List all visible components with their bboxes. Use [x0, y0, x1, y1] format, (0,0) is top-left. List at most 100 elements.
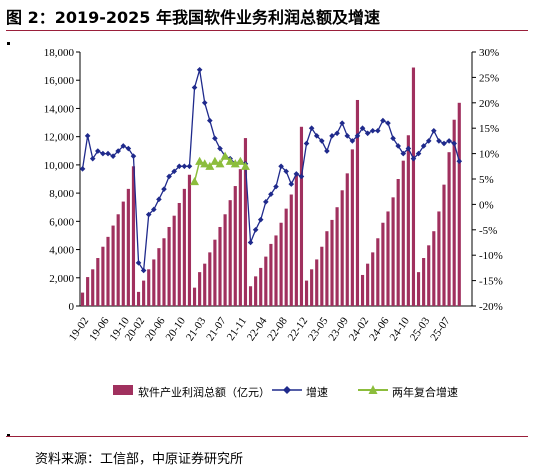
x-tick-label: 25-03: [408, 315, 433, 343]
two-year-point: [220, 151, 230, 160]
profit-bar: [203, 263, 207, 306]
left-tick-label: 0: [69, 301, 75, 313]
growth-point: [212, 135, 218, 142]
growth-point: [303, 140, 310, 147]
profit-bar: [142, 280, 146, 306]
profit-bar: [320, 246, 324, 306]
profit-bar: [304, 280, 309, 306]
profit-bar: [437, 211, 441, 306]
growth-point: [324, 148, 330, 154]
profit-bar: [401, 160, 405, 306]
profit-bar: [315, 259, 319, 306]
growth-point: [446, 138, 452, 144]
growth-point: [186, 163, 193, 170]
profit-bar: [136, 291, 141, 306]
left-tick-label: 10,000: [44, 160, 75, 172]
growth-point: [120, 143, 127, 149]
right-tick-label: -20%: [479, 301, 503, 313]
x-tick-label: 21-07: [204, 315, 229, 343]
profit-bar: [162, 238, 166, 306]
growth-point: [334, 130, 340, 137]
profit-bar: [274, 235, 278, 306]
growth-point: [425, 138, 432, 144]
growth-point: [247, 239, 254, 246]
profit-bar: [427, 245, 431, 306]
growth-point: [319, 138, 325, 144]
left-tick-label: 6,000: [49, 216, 74, 228]
right-tick-label: -15%: [479, 276, 503, 288]
profit-bar: [279, 222, 283, 306]
legend-growth-label: 增速: [306, 386, 328, 399]
figure-title: 图 2：2019-2025 年我国软件业务利润总额及增速: [6, 8, 380, 27]
x-tick-labels-group: 19-0219-0619-1020-0220-0620-1021-0321-07…: [67, 315, 453, 343]
right-tick-label: -10%: [479, 250, 503, 262]
two-year-point: [195, 156, 205, 165]
growth-point: [390, 135, 396, 142]
growth-point: [400, 150, 407, 157]
right-tick-label: 15%: [479, 123, 499, 135]
profit-bar: [218, 226, 222, 306]
profit-bar: [167, 226, 171, 306]
growth-point: [140, 267, 147, 274]
growth-point: [145, 211, 152, 218]
growth-point: [161, 186, 167, 192]
growth-point: [456, 158, 463, 165]
legend-growth-swatch: [272, 386, 302, 394]
growth-point: [451, 140, 457, 147]
growth-point: [125, 145, 132, 152]
growth-point: [207, 117, 213, 124]
right-tick-label: -5%: [479, 225, 497, 237]
left-tick-label: 4,000: [49, 245, 74, 257]
profit-bar: [172, 215, 176, 306]
two-year-point: [240, 161, 250, 170]
profit-bar: [182, 188, 186, 306]
growth-point: [405, 145, 412, 152]
x-tick-label: 25-07: [428, 315, 453, 343]
profit-bar: [416, 272, 421, 306]
growth-point: [95, 148, 101, 154]
source-marker: [7, 434, 10, 437]
growth-point: [288, 181, 295, 187]
profit-bar: [264, 256, 268, 306]
profit-bar: [355, 99, 360, 306]
profit-bar: [447, 152, 451, 306]
growth-point: [369, 127, 376, 134]
profit-bar: [422, 258, 426, 306]
right-tick-label: 25%: [479, 72, 499, 84]
x-tick-label: 19-02: [67, 315, 92, 343]
profit-bar: [406, 135, 410, 306]
x-tick-label: 21-11: [225, 315, 249, 343]
profit-bar: [101, 246, 105, 306]
growth-point: [420, 143, 427, 149]
profit-bar: [131, 166, 136, 306]
growth-point: [339, 120, 345, 126]
profit-bar: [345, 173, 349, 306]
profit-bar: [269, 243, 273, 306]
profit-bar: [360, 274, 365, 306]
growth-point: [395, 143, 401, 149]
profit-bar: [289, 194, 293, 306]
x-tick-label: 24-10: [387, 315, 412, 343]
profit-bar: [187, 174, 192, 306]
profit-bar: [192, 287, 197, 306]
growth-point: [84, 133, 91, 139]
profit-bar: [233, 186, 237, 306]
growth-point: [375, 127, 381, 134]
x-tick-label: 22-12: [286, 315, 311, 343]
legend: 软件产业利润总额（亿元） 增速 两年复合增速: [0, 380, 537, 406]
profit-bar: [254, 276, 258, 306]
left-tick-label: 12,000: [44, 132, 75, 144]
profit-bar: [106, 236, 110, 306]
profit-bar: [452, 119, 456, 306]
bars-group: [80, 67, 461, 307]
growth-point: [349, 138, 356, 144]
source-note: 资料来源：工信部，中原证券研究所: [35, 452, 244, 467]
x-tick-label: 22-08: [265, 315, 290, 343]
title-rule: [6, 30, 528, 31]
growth-point: [308, 125, 315, 131]
axes-group: 0 2,000 4,000 6,000 8,000 10,000 12,000 14,000 1…: [44, 47, 503, 313]
profit-bar: [376, 238, 380, 306]
profit-bar: [177, 202, 181, 306]
profit-bar: [152, 259, 156, 306]
x-tick-label: 20-06: [143, 315, 168, 343]
